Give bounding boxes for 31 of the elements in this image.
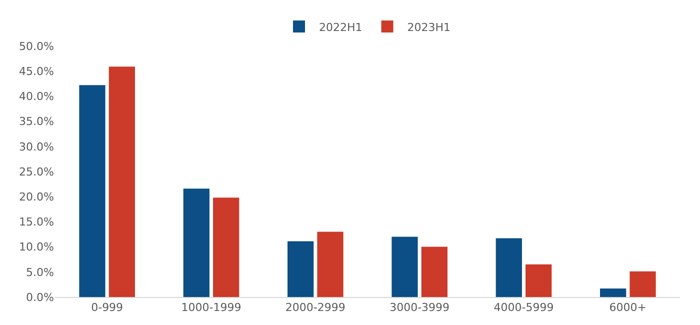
y-tick-label: 0.0%: [26, 290, 54, 304]
x-tick-label: 0-999: [91, 301, 124, 314]
bar: [288, 241, 314, 297]
y-tick-label: 40.0%: [19, 90, 54, 104]
y-tick-label: 5.0%: [26, 266, 54, 279]
legend-label: 2022H1: [319, 20, 362, 34]
y-tick-label: 50.0%: [19, 40, 54, 53]
legend-label: 2023H1: [407, 20, 451, 34]
x-tick-label: 1000-1999: [181, 301, 242, 314]
y-tick-label: 10.0%: [19, 240, 54, 254]
bar: [526, 264, 552, 297]
bar: [317, 232, 344, 297]
x-tick-label: 4000-5999: [494, 301, 554, 314]
y-tick-label: 35.0%: [19, 115, 54, 128]
bar: [630, 271, 656, 297]
bar: [213, 198, 240, 297]
bar: [496, 238, 522, 297]
bar: [421, 246, 448, 297]
x-tick-label: 6000+: [609, 301, 647, 314]
y-tick-label: 45.0%: [19, 64, 54, 78]
y-tick-label: 15.0%: [19, 216, 54, 229]
bar: [79, 85, 106, 297]
x-tick-label: 3000-3999: [390, 301, 450, 314]
y-tick-label: 20.0%: [19, 190, 54, 204]
x-tick-label: 2000-2999: [285, 301, 346, 314]
bar: [108, 66, 135, 297]
y-tick-label: 30.0%: [19, 140, 54, 154]
bar: [183, 188, 210, 297]
y-tick-label: 25.0%: [19, 165, 54, 178]
bar: [392, 236, 418, 297]
bar: [600, 288, 626, 297]
